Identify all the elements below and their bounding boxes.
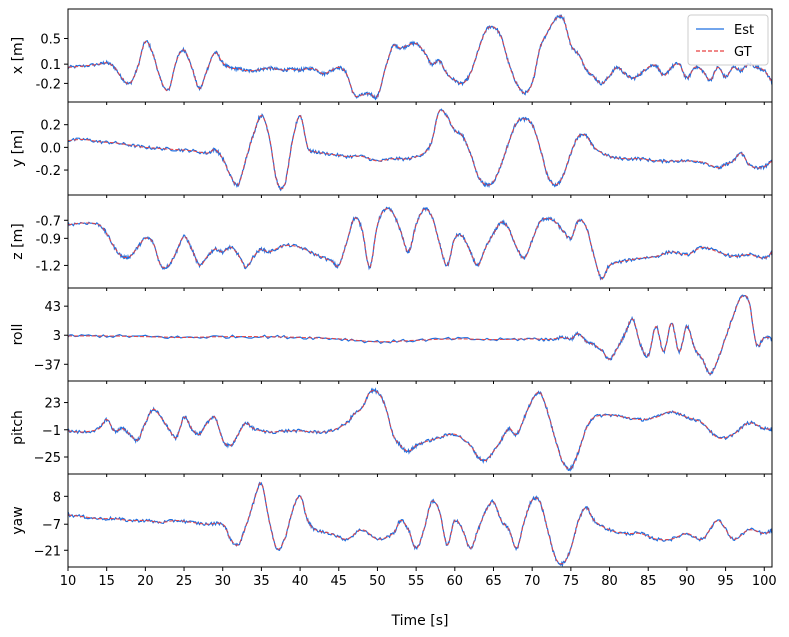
series-gt-line [68, 208, 772, 280]
x-tick-label: 50 [369, 574, 386, 589]
legend-box [687, 14, 769, 66]
series-est-line [68, 206, 772, 281]
subplot-frame [67, 380, 773, 475]
y-tick-label: -0.2 [36, 77, 61, 92]
subplot-frame [67, 287, 773, 382]
series-group [68, 481, 772, 567]
y-axis-label: y [m] [10, 130, 26, 167]
x-tick-label: 40 [292, 574, 309, 589]
subplot-2: 0.2 0.0 -0.2 y [m] [10, 101, 773, 198]
series-est-line [68, 387, 772, 472]
x-axis-label: Time [s] [391, 613, 449, 629]
subplot-1: 0.5 0.1 -0.2 x [m] [10, 8, 773, 105]
series-est-line [68, 14, 772, 101]
y-tick-label: −21 [34, 544, 61, 559]
y-tick-label: −25 [34, 451, 61, 466]
series-gt-line [68, 15, 772, 99]
y-axis-label: yaw [10, 506, 26, 534]
x-tick-label: 45 [330, 574, 347, 589]
x-tick-label: 25 [176, 574, 193, 589]
legend: Est GT [687, 14, 769, 66]
x-tick-label: 100 [752, 574, 777, 589]
subplot-frame [67, 8, 773, 103]
x-tick-label: 35 [253, 574, 270, 589]
x-tick-label: 80 [601, 574, 618, 589]
subplot-frame [67, 194, 773, 289]
series-group [68, 14, 772, 101]
subplot-3: -0.7 -0.9 -1.2 z [m] [10, 194, 773, 291]
y-tick-label: 3 [53, 329, 61, 344]
series-gt-line [68, 109, 772, 190]
y-tick-label: -0.7 [36, 214, 61, 229]
x-tick-label: 65 [485, 574, 502, 589]
series-group [68, 108, 772, 192]
series-est-line [68, 108, 772, 192]
y-axis-label: x [m] [10, 37, 26, 74]
y-axis-label: pitch [10, 410, 26, 445]
y-tick-label: 0.5 [40, 33, 61, 48]
series-group [68, 387, 772, 472]
y-tick-label: 0.1 [40, 58, 61, 73]
subplot-stack: 0.5 0.1 -0.2 x [m] 0.2 0.0 -0.2 y [m] -0.7 -0.9 -1… [10, 8, 777, 589]
y-axis-label: z [m] [10, 223, 26, 259]
subplot-5: 23 −1 −25 pitch [10, 380, 773, 477]
y-tick-label: 0.2 [40, 119, 61, 134]
x-tick-label: 15 [98, 574, 115, 589]
x-tick-label: 75 [563, 574, 580, 589]
series-group [68, 294, 772, 377]
y-tick-label: -0.9 [36, 232, 61, 247]
series-est-line [68, 481, 772, 567]
x-tick-label: 85 [640, 574, 657, 589]
subplot-frame [67, 101, 773, 196]
y-tick-label: −1 [42, 424, 61, 439]
series-gt-line [68, 482, 772, 565]
legend-label-est: Est [734, 23, 754, 38]
y-tick-label: 0.0 [40, 141, 61, 156]
x-tick-label: 70 [524, 574, 541, 589]
subplot-frame [67, 473, 773, 568]
x-tick-label: 10 [60, 574, 77, 589]
legend-label-gt: GT [734, 45, 752, 60]
y-tick-label: −7 [42, 518, 61, 533]
y-tick-label: −37 [34, 358, 61, 373]
x-tick-label: 55 [408, 574, 425, 589]
y-tick-label: -1.2 [36, 259, 61, 274]
x-tick-label: 20 [137, 574, 154, 589]
subplot-4: 43 3 −37 roll [10, 287, 773, 384]
y-tick-label: 23 [44, 397, 61, 412]
y-axis-label: roll [10, 324, 26, 346]
series-gt-line [68, 389, 772, 470]
x-tick-label: 90 [679, 574, 696, 589]
subplot-6: 8 −7 −21 yaw 10 15 20 25 30 35 40 45 50 55 60 65 70 75 80 8… [10, 473, 777, 589]
series-gt-line [68, 294, 772, 375]
series-group [68, 206, 772, 281]
series-est-line [68, 294, 772, 377]
y-tick-label: -0.2 [36, 164, 61, 179]
x-tick-label: 95 [717, 574, 734, 589]
x-tick-label: 30 [214, 574, 231, 589]
x-tick-label: 60 [447, 574, 464, 589]
y-tick-label: 8 [53, 490, 61, 505]
y-tick-label: 43 [44, 300, 61, 315]
